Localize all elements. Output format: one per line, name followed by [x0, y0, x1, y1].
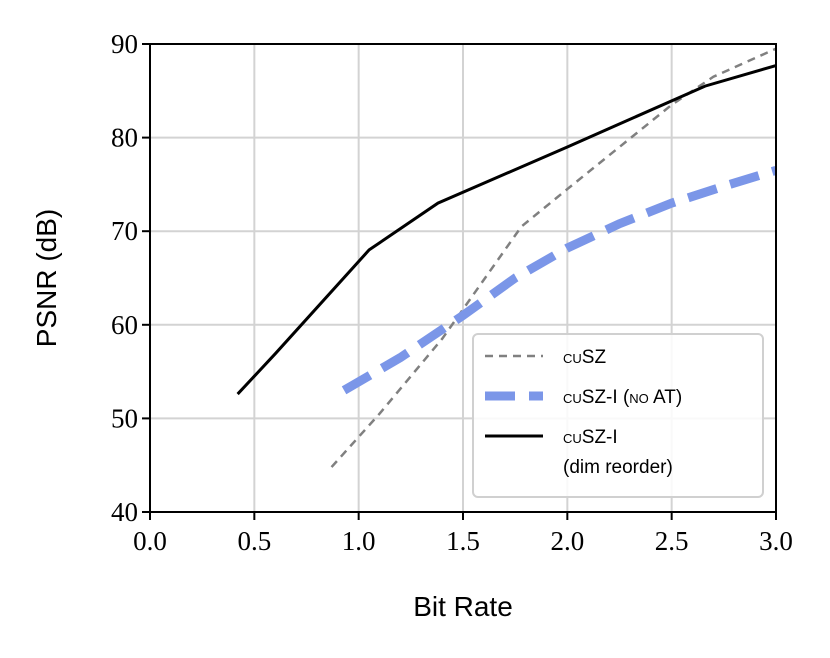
- x-tick-label: 2.5: [655, 526, 689, 556]
- x-tick-label: 1.5: [446, 526, 480, 556]
- legend-label: cuSZ-I (dim reorder): [563, 427, 673, 478]
- y-tick-label: 80: [111, 123, 138, 153]
- line: [330, 47, 776, 468]
- y-tick-label: 70: [111, 216, 138, 246]
- line: [236, 64, 776, 396]
- x-tick-label: 0.0: [133, 526, 167, 556]
- plot-frame: [149, 43, 777, 513]
- x-tick-label: 3.0: [759, 526, 793, 556]
- y-tick-label: 40: [111, 497, 138, 527]
- line: [341, 166, 776, 395]
- x-tick-label: 1.0: [342, 526, 376, 556]
- y-tick-label: 60: [111, 310, 138, 340]
- x-tick-label: 0.5: [237, 526, 271, 556]
- x-axis-label: Bit Rate: [413, 591, 513, 622]
- y-tick-label: 50: [111, 403, 138, 433]
- y-tick-label: 90: [111, 29, 138, 59]
- legend-box: [472, 333, 764, 498]
- legend-label: cuSZ: [563, 347, 606, 368]
- legend-label: cuSZ-I (no AT): [563, 387, 682, 408]
- y-axis-label: PSNR (dB): [31, 209, 62, 347]
- x-tick-label: 2.0: [550, 526, 584, 556]
